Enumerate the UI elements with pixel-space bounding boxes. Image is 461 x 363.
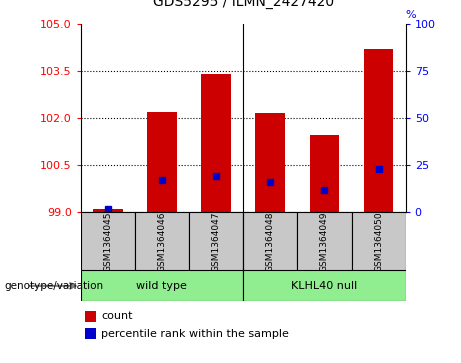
Bar: [309, 135, 339, 212]
Text: GSM1364048: GSM1364048: [266, 211, 275, 272]
Bar: [85, 310, 96, 322]
Bar: [189, 212, 243, 270]
Bar: [81, 270, 243, 301]
Text: count: count: [101, 311, 133, 321]
Bar: [147, 112, 177, 212]
Bar: [85, 328, 96, 339]
Bar: [135, 212, 189, 270]
Text: GSM1364050: GSM1364050: [374, 211, 383, 272]
Bar: [93, 209, 123, 212]
Text: GSM1364047: GSM1364047: [212, 211, 221, 272]
Bar: [243, 212, 297, 270]
Bar: [352, 212, 406, 270]
Text: genotype/variation: genotype/variation: [5, 281, 104, 291]
Bar: [297, 212, 352, 270]
Text: %: %: [406, 10, 416, 20]
Text: GDS5295 / ILMN_2427420: GDS5295 / ILMN_2427420: [153, 0, 334, 9]
Bar: [255, 113, 285, 212]
Text: percentile rank within the sample: percentile rank within the sample: [101, 329, 289, 339]
Bar: [243, 270, 406, 301]
Bar: [81, 212, 135, 270]
Text: KLHL40 null: KLHL40 null: [291, 281, 358, 291]
Text: GSM1364046: GSM1364046: [157, 211, 166, 272]
Bar: [201, 74, 231, 212]
Text: wild type: wild type: [136, 281, 187, 291]
Text: GSM1364045: GSM1364045: [103, 211, 112, 272]
Bar: [364, 49, 394, 212]
Text: GSM1364049: GSM1364049: [320, 211, 329, 272]
